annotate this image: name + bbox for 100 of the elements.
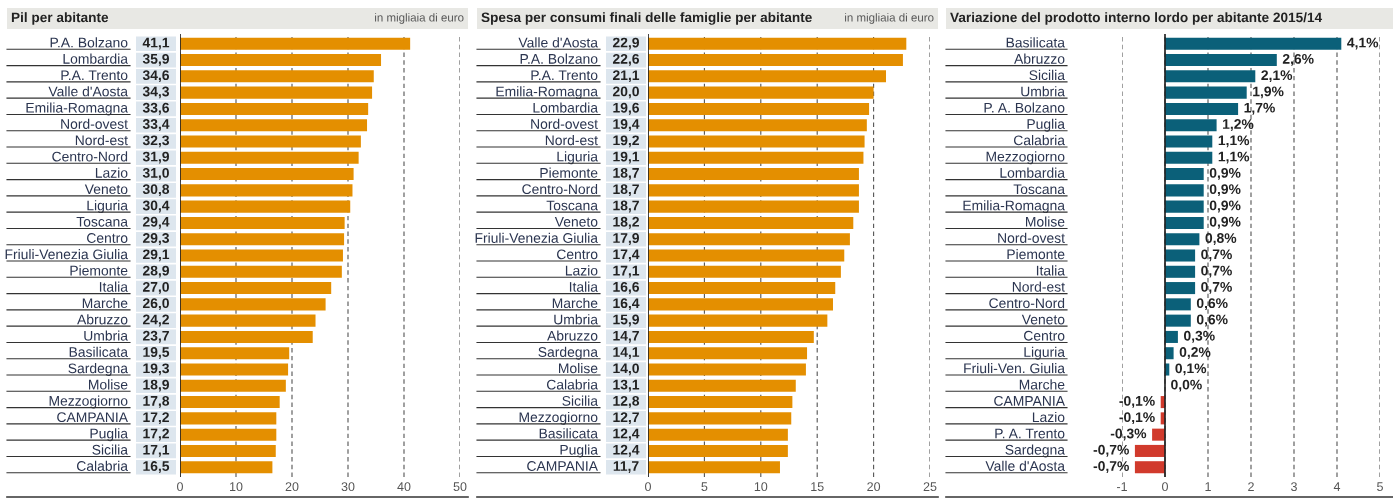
bar (1165, 216, 1204, 229)
data-label: 1,1% (1218, 151, 1250, 164)
bar (180, 233, 345, 246)
bar (1165, 37, 1342, 50)
data-label: 19,2 (613, 135, 639, 148)
y-tick-label: Sardegna (68, 363, 128, 376)
y-tick-label: Abruzzo (77, 314, 128, 325)
bar (1134, 444, 1165, 457)
bar (180, 379, 286, 392)
bar (1165, 330, 1178, 343)
y-tick-label: Marche (552, 297, 598, 309)
data-label: 16,4 (613, 298, 640, 311)
y-tick-label: Piemonte (1007, 249, 1065, 260)
y-tick-label: Puglia (90, 428, 128, 442)
bar (180, 444, 276, 457)
y-tick-label: Italia (569, 281, 598, 292)
y-tick-label: Toscana (546, 200, 598, 211)
y-tick-label: Piemonte (540, 167, 598, 178)
data-label: 21,1 (612, 70, 640, 83)
x-tick-label: 10 (754, 482, 768, 492)
data-label: 17,4 (613, 249, 640, 262)
bar (180, 184, 353, 197)
y-tick-label: Centro-Nord (52, 151, 128, 162)
data-label: 4,1% (1347, 37, 1379, 50)
y-tick-label: Veneto (84, 184, 128, 195)
data-label: 35,9 (142, 53, 169, 66)
y-tick-label: Sicilia (562, 395, 598, 406)
bar (180, 119, 368, 132)
text: Pil per abitante (11, 12, 109, 25)
x-tick-label: 0 (1162, 482, 1168, 492)
bar (180, 298, 326, 311)
data-label: 32,3 (142, 135, 170, 148)
bar (180, 461, 273, 474)
data-label: 41,1 (142, 37, 170, 50)
bar (180, 265, 342, 278)
y-tick-label: Nord-est (75, 135, 128, 146)
data-label: 17,2 (143, 412, 169, 425)
y-tick-label: Calabria (76, 460, 128, 471)
data-label: 14,1 (613, 347, 640, 359)
y-tick-label: Lombardia (533, 102, 598, 113)
y-tick-label: Puglia (560, 444, 598, 458)
data-label: 16,5 (143, 461, 170, 473)
y-tick-label: Valle d'Aosta (518, 37, 598, 48)
bar (1165, 282, 1196, 295)
bar (180, 363, 289, 376)
y-tick-label: P. A. Bolzano (984, 102, 1065, 113)
bar (1165, 347, 1174, 360)
data-label: 0,9% (1209, 200, 1241, 213)
x-tick-label: 2 (1248, 482, 1254, 491)
x-tick-label: 0 (177, 482, 183, 492)
y-tick-label: Mezzogiorno (519, 411, 598, 425)
chart-subtitle: in migliaia di euro (845, 13, 934, 24)
y-tick-label: CAMPANIA (57, 412, 128, 423)
chart-title: Variazione del prodotto interno lordo per abitante 2015/14 (950, 12, 1323, 25)
data-label: 30,8 (142, 184, 170, 197)
x-tick-label: 40 (397, 482, 411, 492)
y-tick-label: Calabria (1013, 135, 1065, 146)
y-tick-label: Lazio (565, 265, 598, 276)
data-label: 17,1 (613, 265, 640, 278)
bar (180, 86, 373, 99)
bar (180, 396, 280, 409)
y-tick-label: Puglia (1027, 118, 1065, 132)
data-label: 19,1 (613, 151, 640, 164)
data-label: 34,3 (142, 86, 170, 99)
data-label: 14,7 (613, 330, 639, 343)
data-label: -0,7% (1093, 461, 1129, 473)
data-label: 12,7 (613, 412, 639, 425)
y-tick-label: Mezzogiorno (986, 151, 1065, 165)
data-label: 26,0 (142, 298, 169, 311)
data-label: 15,9 (613, 314, 639, 327)
y-tick-label: Emilia-Romagna (496, 86, 598, 100)
x-tick-label: 5 (1377, 482, 1383, 492)
x-tick-label: 0 (645, 482, 651, 492)
y-tick-label: Centro (557, 249, 598, 260)
y-tick-label: Lombardia (1000, 167, 1065, 178)
data-label: 0,1% (1175, 363, 1207, 376)
data-label: 22,6 (612, 53, 640, 66)
bar (1165, 184, 1204, 197)
bar (1165, 265, 1196, 278)
data-label: -0,1% (1119, 412, 1155, 425)
x-tick-label: 20 (867, 482, 881, 492)
y-tick-label: Centro-Nord (989, 297, 1065, 309)
y-tick-label: Liguria (557, 151, 598, 165)
y-tick-label: P. A. Trento (995, 428, 1065, 439)
data-label: 29,3 (142, 233, 170, 245)
x-tick-label: 5 (701, 482, 708, 492)
y-tick-label: Italia (99, 281, 128, 292)
y-tick-label: Veneto (1021, 314, 1065, 325)
data-label: 0,7% (1201, 249, 1232, 262)
data-label: 13,1 (613, 379, 640, 392)
bar (1165, 151, 1213, 164)
data-label: 19,6 (613, 102, 640, 115)
data-label: 0,6% (1196, 298, 1228, 311)
data-label: 33,6 (142, 102, 170, 115)
data-label: 0,9% (1209, 184, 1241, 197)
data-label: 12,4 (613, 444, 640, 457)
bar (180, 412, 277, 425)
y-tick-label: Nord-est (1012, 281, 1065, 292)
data-label: 14,0 (613, 363, 639, 376)
bar (180, 428, 277, 441)
